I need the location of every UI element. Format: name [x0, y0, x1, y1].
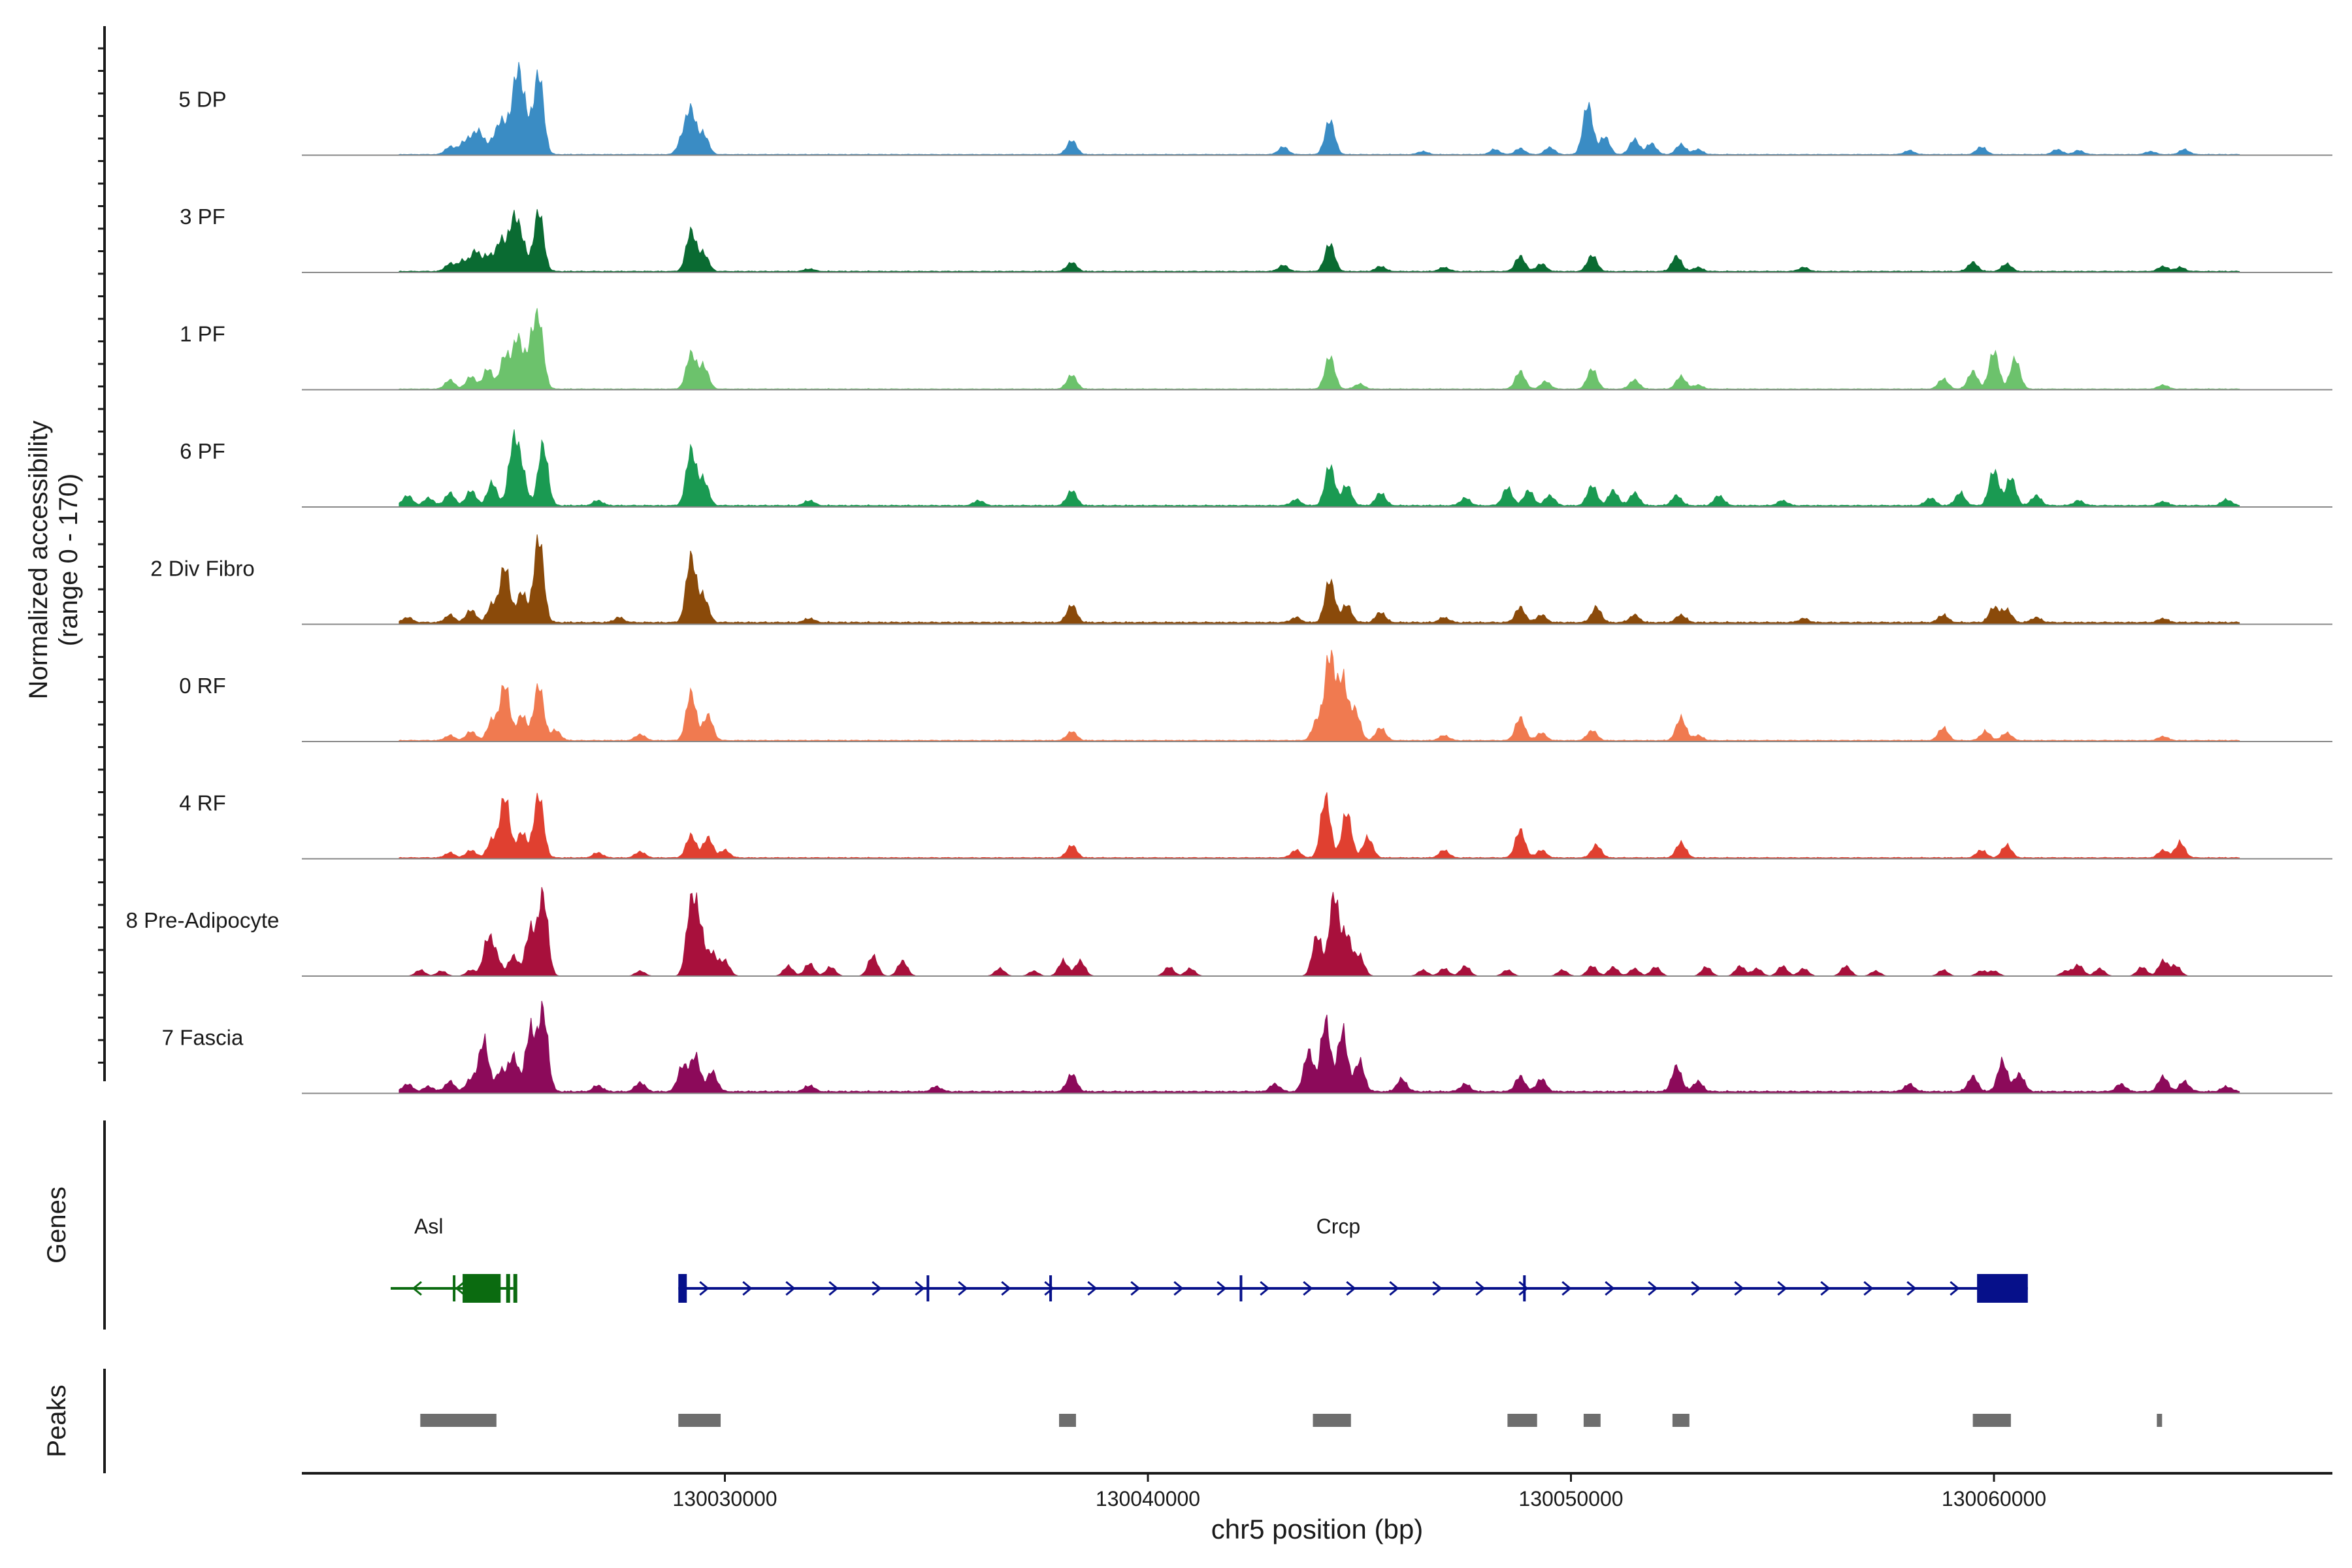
strand-arrow — [1777, 1281, 1788, 1296]
gene-exon — [463, 1274, 501, 1303]
strand-arrow — [1260, 1281, 1270, 1296]
strand-arrow — [742, 1281, 753, 1296]
track-6-pf: 6 PF — [180, 429, 2332, 508]
track-label: 5 DP — [178, 88, 226, 112]
track-label: 6 PF — [180, 439, 225, 463]
gene-name-label: Asl — [414, 1215, 443, 1238]
track-label: 3 PF — [180, 204, 225, 229]
peak-region — [1059, 1414, 1076, 1427]
strand-arrow — [1389, 1281, 1399, 1296]
peak-region — [2157, 1414, 2163, 1427]
strand-arrow — [1130, 1281, 1141, 1296]
y-axis — [98, 26, 106, 1081]
strand-arrow — [1001, 1281, 1011, 1296]
strand-arrow — [1346, 1281, 1356, 1296]
strand-arrow — [412, 1281, 422, 1296]
track-label: 0 RF — [179, 674, 226, 698]
strand-arrow — [915, 1281, 925, 1296]
strand-arrow — [1734, 1281, 1744, 1296]
track-signal-area — [399, 1000, 2240, 1094]
gene-exon — [513, 1274, 517, 1303]
track-signal-area — [399, 429, 2240, 508]
track-signal-area — [399, 887, 2240, 977]
strand-arrow — [1475, 1281, 1486, 1296]
strand-arrow — [872, 1281, 882, 1296]
peak-region — [1313, 1414, 1351, 1427]
strand-arrow — [828, 1281, 839, 1296]
strand-arrow — [958, 1281, 968, 1296]
strand-arrow — [1950, 1281, 1960, 1296]
gene-exon — [678, 1274, 687, 1303]
strand-arrow — [1303, 1281, 1313, 1296]
strand-arrow — [1820, 1281, 1831, 1296]
peak-region — [1507, 1414, 1537, 1427]
peak-regions — [420, 1414, 2163, 1427]
gene-exon — [506, 1274, 510, 1303]
track-3-pf: 3 PF — [180, 204, 2332, 273]
track-label: 2 Div Fibro — [150, 557, 255, 581]
gene-name-label: Crcp — [1316, 1215, 1361, 1238]
x-tick-label: 130040000 — [1096, 1487, 1200, 1511]
gene-exon — [1977, 1274, 2028, 1303]
strand-arrow — [1044, 1281, 1054, 1296]
strand-arrow — [1087, 1281, 1098, 1296]
peaks-panel-label: Peaks — [42, 1384, 71, 1457]
track-signal-area — [399, 209, 2240, 273]
track-1-pf: 1 PF — [180, 308, 2332, 391]
track-signal-area — [399, 534, 2240, 625]
strand-arrow — [1518, 1281, 1529, 1296]
strand-arrow — [1863, 1281, 1874, 1296]
peak-region — [420, 1414, 497, 1427]
y-axis-label-range: (range 0 - 170) — [54, 474, 83, 647]
x-tick-label: 130030000 — [672, 1487, 777, 1511]
gene-crcp: Crcp — [678, 1215, 2028, 1303]
strand-arrow — [1173, 1281, 1184, 1296]
track-8-pre-adipocyte: 8 Pre-Adipocyte — [126, 887, 2332, 977]
peak-region — [1972, 1414, 2011, 1427]
track-4-rf: 4 RF — [179, 791, 2332, 860]
track-signal-area — [399, 61, 2240, 155]
strand-arrow — [1561, 1281, 1572, 1296]
x-tick-label: 130060000 — [1942, 1487, 2046, 1511]
x-tick-label: 130050000 — [1518, 1487, 1623, 1511]
track-label: 7 Fascia — [162, 1026, 244, 1050]
genes-panel: Genes Asl Crcp — [42, 1120, 2028, 1330]
peak-region — [1672, 1414, 1690, 1427]
coverage-tracks: 5 DP 3 PF 1 PF 6 PF 2 Div Fibro 0 RF 4 RF 8 Pre… — [126, 61, 2332, 1094]
strand-arrow — [785, 1281, 796, 1296]
strand-arrow — [1605, 1281, 1615, 1296]
track-label: 8 Pre-Adipocyte — [126, 908, 280, 932]
strand-arrow — [1648, 1281, 1658, 1296]
peaks-panel: Peaks — [42, 1369, 2163, 1473]
peak-region — [678, 1414, 721, 1427]
strand-arrow — [699, 1281, 710, 1296]
track-label: 1 PF — [180, 322, 225, 346]
track-signal-area — [399, 308, 2240, 390]
gene-models: Asl Crcp — [390, 1215, 2028, 1303]
x-axis-label: chr5 position (bp) — [1211, 1514, 1424, 1544]
track-label: 4 RF — [179, 791, 226, 815]
strand-arrow — [455, 1281, 465, 1296]
strand-arrow — [1432, 1281, 1443, 1296]
y-axis-label: Normalized accessibility — [24, 421, 53, 700]
track-2-div-fibro: 2 Div Fibro — [150, 534, 2332, 625]
gene-asl: Asl — [390, 1215, 517, 1303]
x-axis: 130030000 130040000 130050000 130060000 — [302, 1472, 2332, 1511]
strand-arrow — [1217, 1281, 1227, 1296]
peak-region — [1583, 1414, 1601, 1427]
track-0-rf: 0 RF — [179, 649, 2332, 742]
track-5-dp: 5 DP — [178, 61, 2332, 156]
track-signal-area — [399, 792, 2240, 859]
strand-arrow — [1906, 1281, 1917, 1296]
track-signal-area — [399, 649, 2240, 742]
genes-panel-label: Genes — [42, 1186, 71, 1264]
track-7-fascia: 7 Fascia — [162, 1000, 2332, 1094]
strand-arrow — [1691, 1281, 1701, 1296]
